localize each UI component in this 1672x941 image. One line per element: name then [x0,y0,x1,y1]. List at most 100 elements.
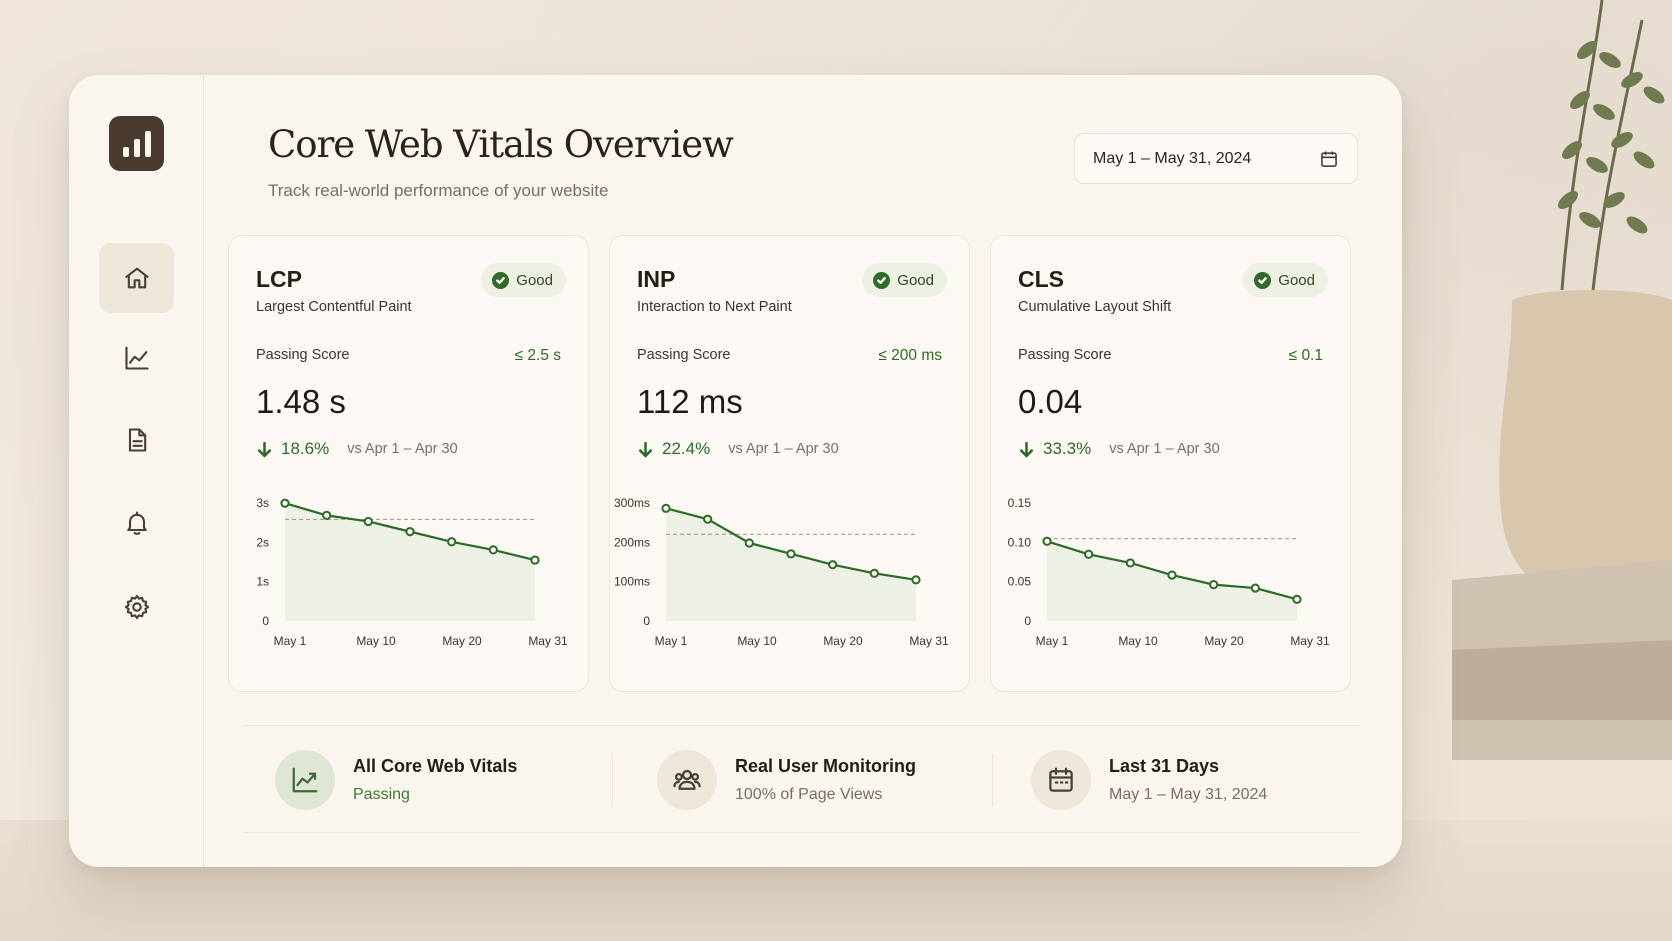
logo-bar [144,131,151,157]
metric-card-cls[interactable]: CLS Cumulative Layout Shift Good Passing… [990,235,1351,692]
metric-abbr: LCP [256,266,302,292]
data-point [1042,536,1052,546]
delta-percent: 18.6% [281,439,330,458]
passing-score-value: ≤ 200 ms [878,347,942,364]
data-point [661,503,671,513]
page-subtitle: Track real-world performance of your web… [268,181,609,200]
status-badge: Good [481,263,566,297]
sidebar-item-analytics[interactable] [99,323,174,393]
lcp-chart: 0 1s 2s 3s May 1 May 10 May 20 May 31 [256,496,568,648]
x-tick-label: May 10 [737,634,777,648]
status-badge: Good [862,263,947,297]
document-icon [128,428,146,452]
data-point [488,545,498,555]
logo-bar [122,147,129,157]
area-fill [666,508,916,621]
summary-sub: Passing [353,786,410,803]
status-badge-label: Good [897,271,934,289]
cls-chart: 0 0.05 0.10 0.15 May 1 May 10 May 20 May 31 [1008,496,1330,648]
area-fill [1047,541,1297,621]
delta-compare: vs Apr 1 – Apr 30 [347,441,458,457]
main-content: Core Web Vitals Overview Track real-worl… [205,75,1402,867]
data-point [828,560,838,570]
data-point [363,516,373,527]
sidebar-item-settings[interactable] [99,572,174,642]
passing-score-label: Passing Score [637,347,731,363]
y-tick-label: 0 [262,614,269,628]
data-point [1125,558,1135,568]
sidebar-item-notifications[interactable] [99,488,174,558]
app-logo[interactable] [109,116,164,171]
divider [992,754,993,806]
gear-icon [124,594,149,620]
metric-name: Interaction to Next Paint [637,299,792,315]
y-tick-label: 0.05 [1008,575,1032,589]
summary-item-rum: Real User Monitoring 100% of Page Views [657,748,916,812]
calendar-icon [1031,750,1091,810]
metric-card-lcp[interactable]: LCP Largest Contentful Paint Good Passin… [228,235,589,692]
data-point [1250,583,1260,593]
metric-value: 0.04 [1018,383,1083,420]
check-circle-icon [1254,271,1272,289]
data-point [786,549,796,559]
x-tick-label: May 10 [356,634,396,648]
delta-row: 22.4% vs Apr 1 – Apr 30 [637,439,839,459]
divider [612,754,613,806]
summary-strip: All Core Web Vitals Passing Real User Mo… [245,725,1360,833]
date-range-label: May 1 – May 31, 2024 [1093,149,1252,167]
delta-percent: 22.4% [662,439,711,458]
passing-score-value: ≤ 2.5 s [514,347,561,364]
summary-item-vitals: All Core Web Vitals Passing [275,748,517,812]
check-circle-icon [873,271,891,289]
sidebar-item-home[interactable] [99,243,174,313]
x-tick-label: May 31 [528,634,568,648]
metric-card-inp[interactable]: INP Interaction to Next Paint Good Passi… [609,235,970,692]
x-tick-label: May 31 [1290,634,1330,648]
x-tick-label: May 1 [1036,634,1069,648]
data-point [280,498,290,508]
metric-abbr: CLS [1018,266,1064,292]
bell-icon [126,511,147,535]
passing-score-label: Passing Score [1018,347,1112,363]
delta-row: 18.6% vs Apr 1 – Apr 30 [256,439,458,459]
home-icon [124,267,149,289]
trend-up-icon [275,750,335,810]
check-circle-icon [492,271,510,289]
date-range-picker[interactable]: May 1 – May 31, 2024 [1074,133,1358,184]
metric-value: 112 ms [637,383,743,420]
y-tick-label: 0.10 [1008,535,1032,549]
y-tick-label: 1s [256,575,269,589]
data-point [1084,549,1094,559]
y-tick-label: 200ms [614,535,650,549]
status-badge-label: Good [1278,271,1315,289]
x-tick-label: May 20 [1204,634,1244,648]
summary-item-period: Last 31 Days May 1 – May 31, 2024 [1031,748,1267,812]
area-fill [285,503,535,621]
y-tick-label: 3s [256,496,269,510]
x-tick-label: May 10 [1118,634,1158,648]
status-badge: Good [1243,263,1328,297]
y-tick-label: 300ms [614,496,650,510]
delta-compare: vs Apr 1 – Apr 30 [1109,441,1220,457]
dashboard-window: Core Web Vitals Overview Track real-worl… [69,75,1402,867]
data-point [1292,594,1302,604]
sidebar-item-reports[interactable] [99,405,174,475]
data-point [1209,580,1219,590]
data-point [744,538,754,548]
users-icon [657,750,717,810]
metric-name: Cumulative Layout Shift [1018,299,1172,315]
arrow-down-icon [1019,441,1034,457]
x-tick-label: May 1 [274,634,307,648]
y-tick-label: 2s [256,535,269,549]
summary-title: Real User Monitoring [735,756,917,776]
delta-compare: vs Apr 1 – Apr 30 [728,441,839,457]
data-point [1167,570,1177,580]
data-point [322,510,332,520]
y-tick-label: 100ms [614,575,650,589]
data-point [869,568,879,578]
delta-row: 33.3% vs Apr 1 – Apr 30 [1018,439,1220,459]
summary-sub: May 1 – May 31, 2024 [1109,786,1268,803]
data-point [911,575,921,585]
inp-chart: 0 100ms 200ms 300ms May 1 May 10 May 20 May 31 [614,496,949,648]
x-tick-label: May 31 [909,634,949,648]
